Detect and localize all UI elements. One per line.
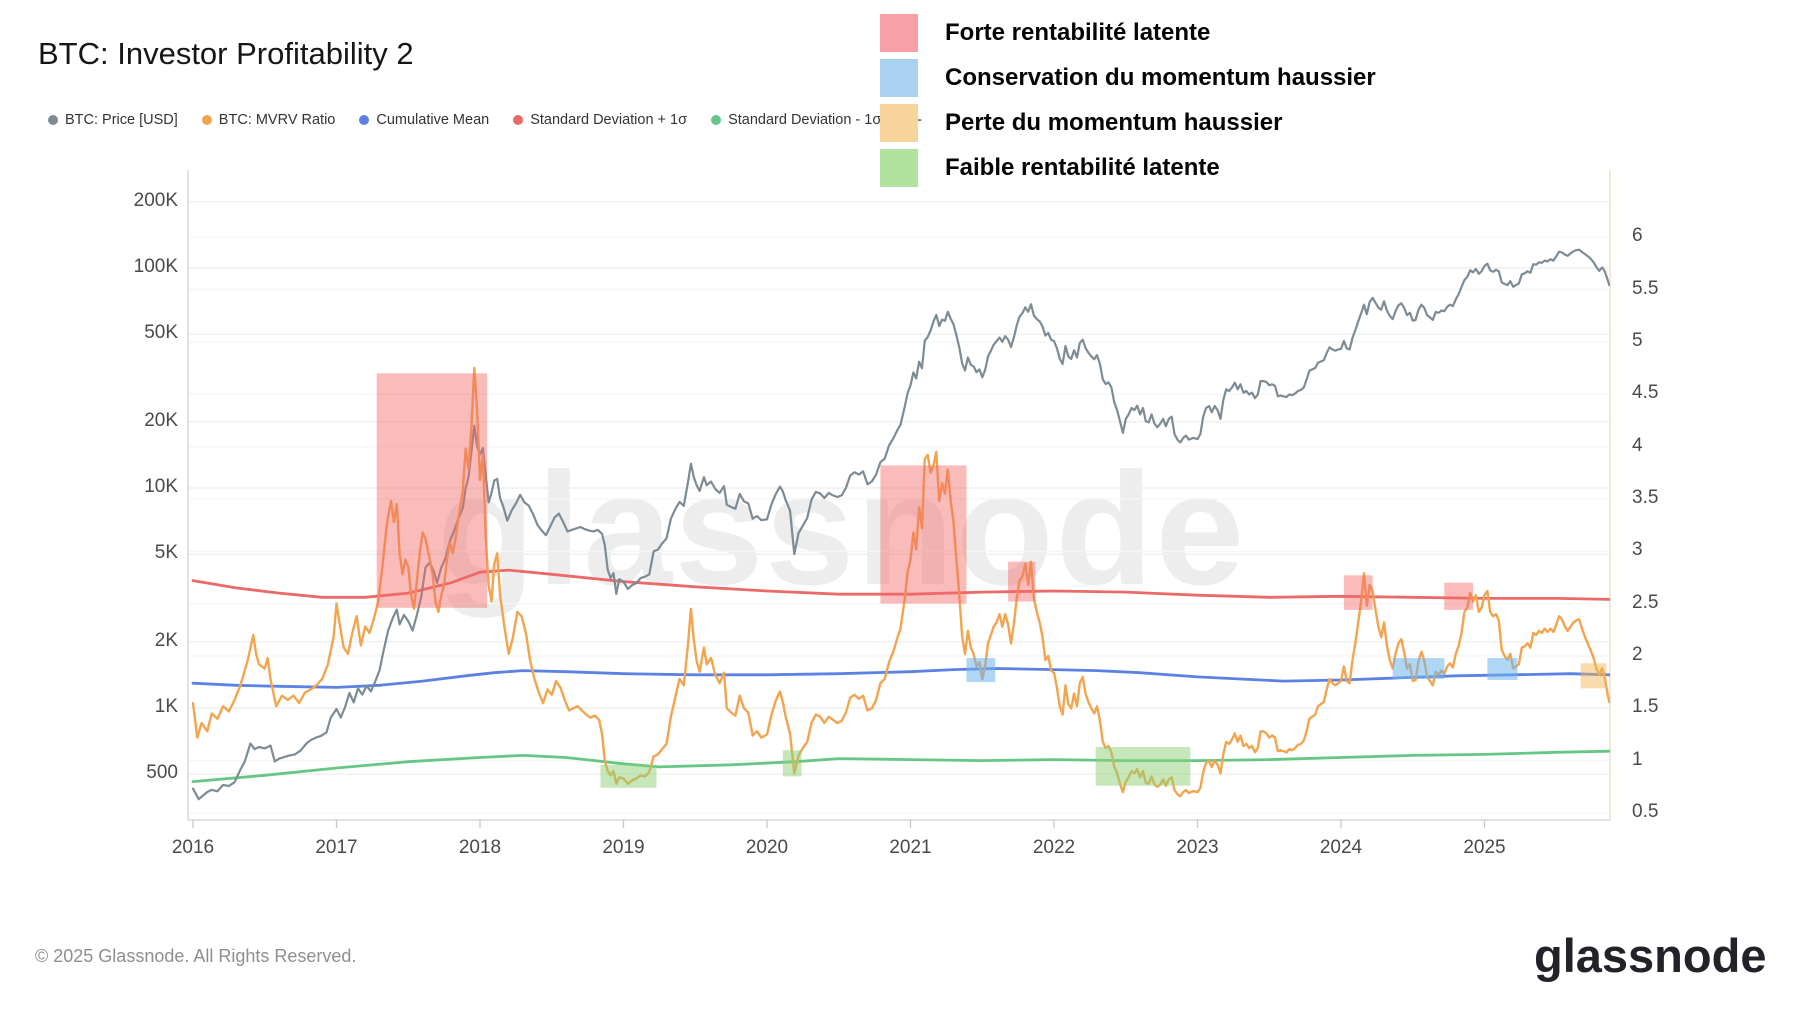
zone-color-swatch xyxy=(880,104,918,142)
zone-legend: Forte rentabilité latente Conservation du… xyxy=(880,14,1376,194)
mvrv-axis-label: 4 xyxy=(1632,434,1643,456)
series-color-dot xyxy=(48,115,58,125)
price-axis-label: 500 xyxy=(146,762,178,784)
price-axis-label: 20K xyxy=(144,409,178,431)
copyright-text: © 2025 Glassnode. All Rights Reserved. xyxy=(35,946,357,966)
year-label: 2023 xyxy=(1176,837,1219,858)
mvrv-axis-label: 2 xyxy=(1632,643,1643,665)
series-legend-label: BTC: Price [USD] xyxy=(65,112,178,128)
zone-legend-label: Conservation du momentum haussier xyxy=(945,64,1376,91)
price-axis-label: 5K xyxy=(154,542,178,564)
mvrv-axis-label: 5.5 xyxy=(1632,277,1659,299)
series-legend-label: Standard Deviation + 1σ xyxy=(530,112,688,128)
year-label: 2021 xyxy=(889,837,932,858)
mvrv-axis-label: 0.5 xyxy=(1632,801,1659,822)
series-legend-label: Standard Deviation - 1σ xyxy=(728,112,882,128)
series-legend-label: Cumulative Mean xyxy=(376,112,490,128)
series-legend-item[interactable]: Cumulative Mean xyxy=(359,112,489,128)
series-color-dot xyxy=(201,115,212,125)
year-label: 2022 xyxy=(1032,837,1076,858)
mvrv-axis-label: 4.5 xyxy=(1632,382,1659,404)
zone-color-swatch xyxy=(880,149,918,187)
zone-legend-label: Forte rentabilité latente xyxy=(945,19,1211,46)
mvrv-axis-label: 2.5 xyxy=(1632,591,1659,613)
mvrv-axis-label: 3.5 xyxy=(1632,486,1659,508)
series-legend-item[interactable]: Standard Deviation + 1σ xyxy=(513,112,687,128)
glassnode-logo: glassnode xyxy=(1534,929,1767,982)
zone-legend-row: Forte rentabilité latente xyxy=(880,14,1376,52)
year-label: 2019 xyxy=(602,837,645,858)
zone-color-swatch xyxy=(880,14,918,52)
zone-color-swatch xyxy=(880,59,918,97)
mvrv-axis-label: 6 xyxy=(1632,225,1643,247)
year-label: 2018 xyxy=(458,837,502,858)
glassnode-watermark: glassnode xyxy=(437,439,1247,618)
series-legend-item[interactable]: BTC: Price [USD] xyxy=(48,112,178,128)
mvrv-axis-label: 3 xyxy=(1632,539,1643,561)
mvrv-axis-label: 1 xyxy=(1632,748,1643,770)
year-label: 2025 xyxy=(1463,837,1506,858)
price-axis-label: 2K xyxy=(154,629,178,651)
page-title: BTC: Investor Profitability 2 xyxy=(38,36,414,71)
price-axis-label: 100K xyxy=(133,256,178,277)
series-legend-item[interactable]: BTC: MVRV Ratio xyxy=(201,112,336,128)
mvrv-axis-label: 5 xyxy=(1632,329,1643,351)
year-label: 2024 xyxy=(1319,837,1363,858)
year-label: 2016 xyxy=(171,837,215,858)
mvrv-axis-label: 1.5 xyxy=(1632,696,1659,718)
zone-legend-label: Perte du momentum haussier xyxy=(945,109,1283,136)
series-color-dot xyxy=(711,115,722,125)
series-legend-label: BTC: MVRV Ratio xyxy=(218,112,336,128)
series-legend-item[interactable]: Standard Deviation - 1σ xyxy=(711,112,881,128)
series-color-dot xyxy=(359,115,370,125)
series-color-dot xyxy=(513,115,524,125)
year-label: 2020 xyxy=(745,837,789,858)
zone-legend-label: Faible rentabilité latente xyxy=(945,154,1220,181)
price-axis-label: 10K xyxy=(144,476,178,497)
zone-legend-row: Perte du momentum haussier xyxy=(880,104,1376,142)
price-axis-label: 50K xyxy=(144,322,178,344)
zone-legend-row: Faible rentabilité latente xyxy=(880,149,1376,187)
zone-legend-row: Conservation du momentum haussier xyxy=(880,59,1376,97)
year-label: 2017 xyxy=(315,837,358,858)
price-axis-label: 200K xyxy=(133,189,178,211)
price-axis-label: 1K xyxy=(154,696,178,717)
